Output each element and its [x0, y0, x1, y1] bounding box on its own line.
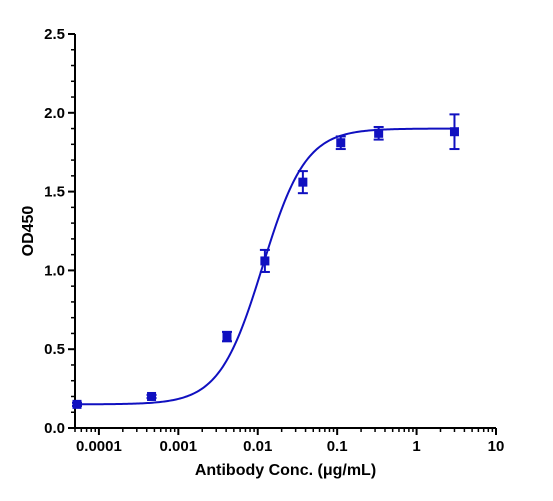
y-tick-label: 1.5 — [44, 184, 65, 201]
x-axis-title: Antibody Conc. (μg/mL) — [195, 462, 376, 479]
x-tick-label: 0.0001 — [76, 438, 122, 455]
y-tick-label: 2.5 — [44, 26, 65, 43]
x-axis-ticks: 0.0001 0.001 0.01 0.1 1 10 — [74, 428, 505, 455]
y-tick-label: 0.0 — [44, 420, 65, 437]
x-tick-label: 0.001 — [160, 438, 198, 455]
axes — [74, 34, 496, 429]
y-axis-ticks: 0.0 0.5 1.0 1.5 2.0 2.5 — [44, 26, 75, 437]
data-point — [147, 391, 157, 401]
x-tick-label: 0.1 — [327, 438, 348, 455]
data-point — [449, 127, 459, 137]
data-point — [222, 332, 232, 342]
x-tick-label: 0.01 — [243, 438, 272, 455]
y-tick-label: 2.0 — [44, 105, 65, 122]
y-axis-title: OD450 — [20, 206, 37, 257]
data-points — [72, 113, 460, 409]
data-point — [72, 399, 82, 409]
data-point — [336, 138, 346, 148]
x-tick-label: 1 — [412, 438, 420, 455]
y-tick-label: 0.5 — [44, 341, 65, 358]
data-point — [374, 128, 384, 138]
data-point — [260, 256, 270, 266]
y-tick-label: 1.0 — [44, 262, 65, 279]
data-point — [298, 177, 308, 187]
x-tick-label: 10 — [488, 438, 505, 455]
